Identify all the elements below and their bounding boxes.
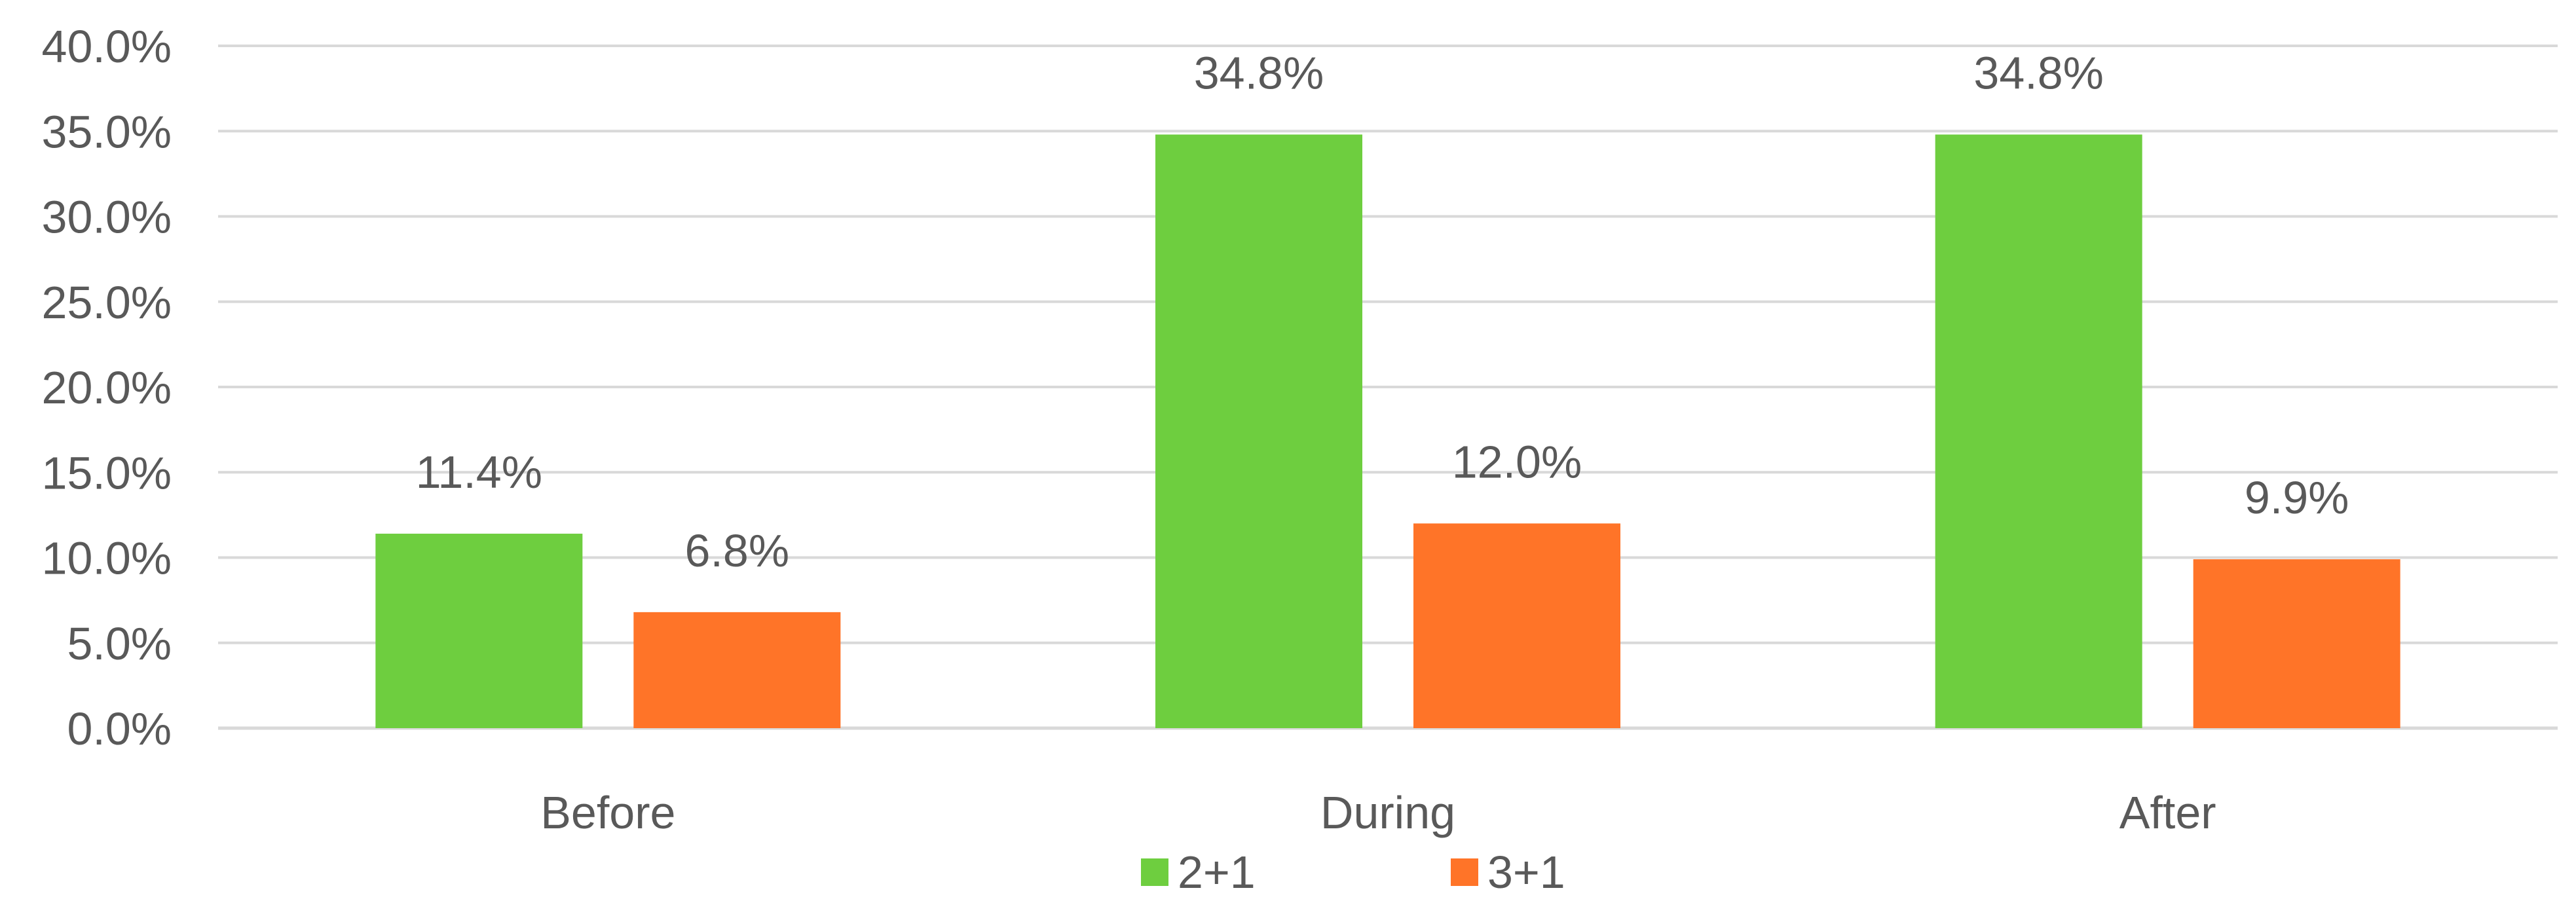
bar-2plus1-after — [1935, 134, 2142, 728]
y-tick-label: 25.0% — [42, 277, 172, 328]
legend-swatch — [1141, 858, 1168, 886]
x-axis-ticks: Before During After — [540, 787, 2216, 838]
data-label: 11.4% — [416, 447, 542, 498]
data-label: 6.8% — [685, 525, 790, 576]
legend: 2+1 3+1 — [1141, 847, 1565, 898]
bar-2plus1-during — [1155, 134, 1362, 728]
bar-3plus1-during — [1413, 523, 1620, 728]
legend-label: 2+1 — [1178, 847, 1256, 898]
x-tick-label: After — [2119, 787, 2216, 838]
y-tick-label: 20.0% — [42, 362, 172, 413]
x-tick-label: During — [1320, 787, 1455, 838]
y-tick-label: 5.0% — [67, 618, 172, 669]
y-tick-label: 15.0% — [42, 447, 172, 498]
data-label: 9.9% — [2245, 472, 2349, 523]
legend-label: 3+1 — [1487, 847, 1565, 898]
y-tick-label: 30.0% — [42, 192, 172, 243]
bar-2plus1-before — [375, 534, 583, 728]
y-tick-label: 0.0% — [67, 703, 172, 754]
data-label: 12.0% — [1452, 436, 1582, 487]
data-label: 34.8% — [1194, 47, 1324, 98]
y-tick-label: 10.0% — [42, 533, 172, 584]
gridlines — [218, 45, 2558, 730]
data-label: 34.8% — [1973, 47, 2103, 98]
y-axis-ticks: 0.0% 5.0% 10.0% 15.0% 20.0% 25.0% 30.0% 35.0% 40… — [42, 21, 172, 754]
bar-3plus1-after — [2193, 559, 2400, 728]
y-tick-label: 40.0% — [42, 21, 172, 72]
y-tick-label: 35.0% — [42, 106, 172, 157]
bars — [375, 134, 2400, 728]
x-tick-label: Before — [540, 787, 675, 838]
legend-swatch — [1451, 858, 1478, 886]
bar-3plus1-before — [633, 612, 841, 728]
data-labels: 11.4% 6.8% 34.8% 12.0% 34.8% 9.9% — [416, 47, 2349, 576]
